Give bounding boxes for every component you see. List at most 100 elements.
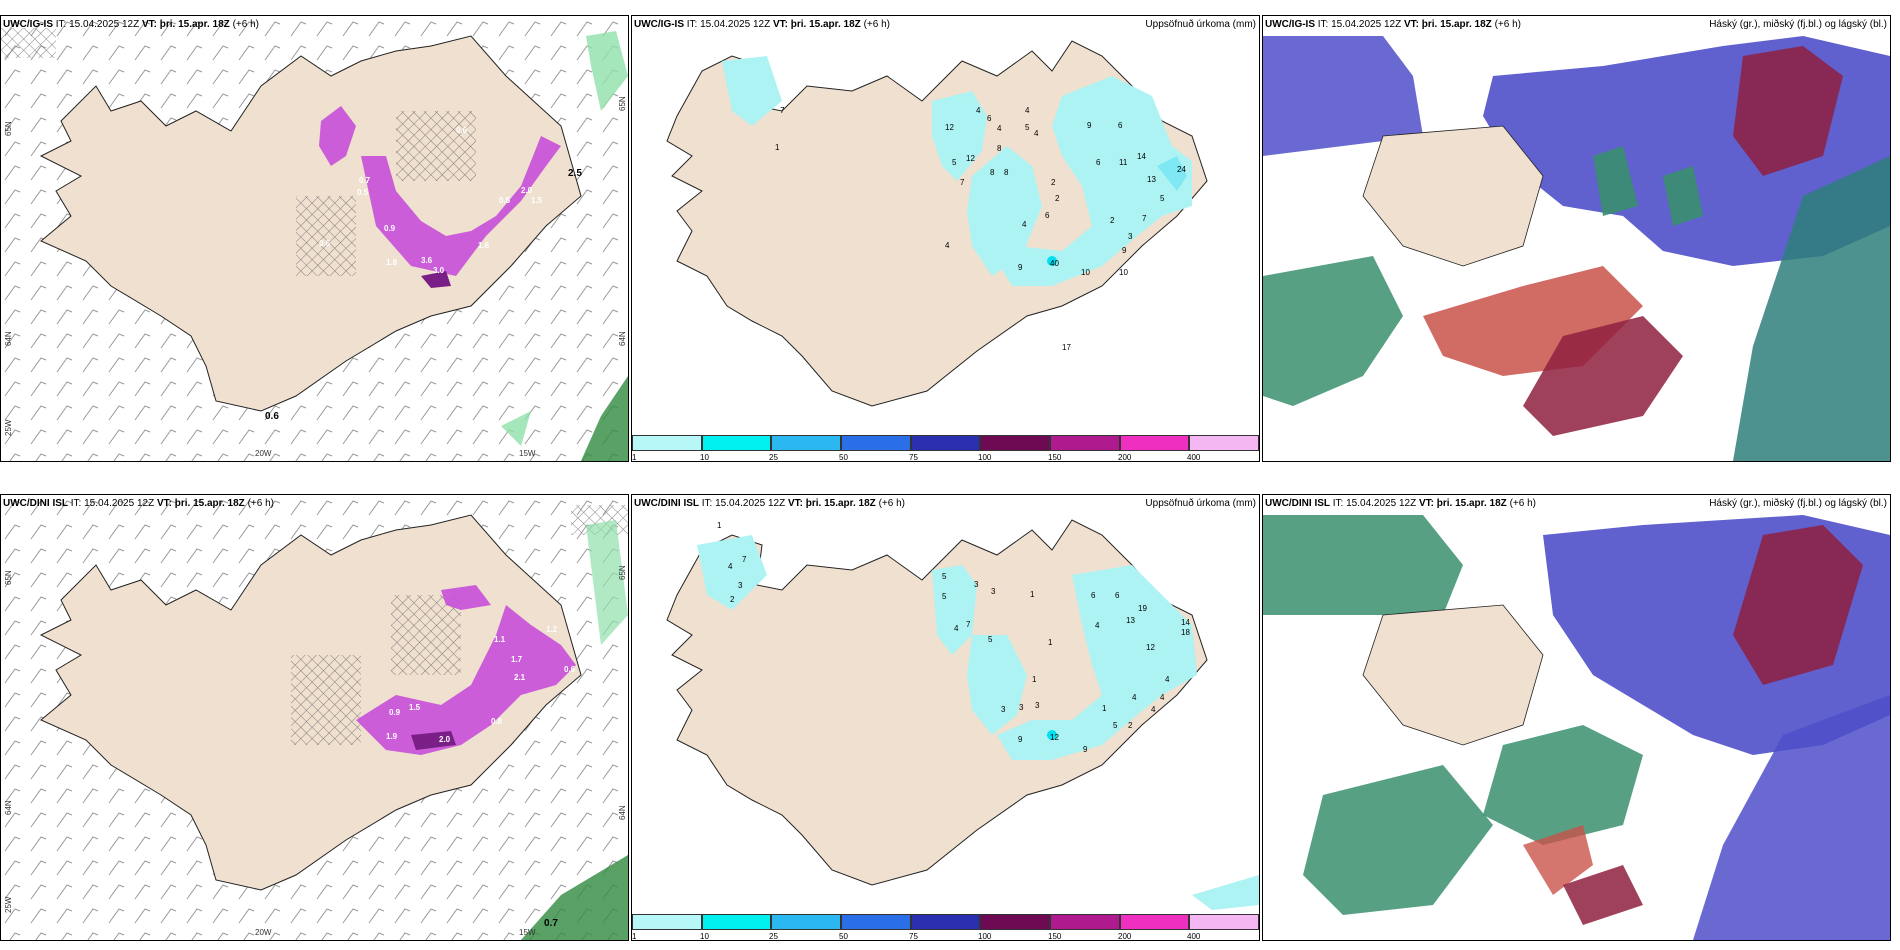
colorbar-segment xyxy=(1119,914,1190,930)
precip-number: 24 xyxy=(1177,165,1186,174)
lat-label-right: 65N xyxy=(618,565,627,580)
precip-number: 6 xyxy=(1045,211,1050,220)
precip-value: 2.0 xyxy=(521,186,533,195)
precip-number: 7 xyxy=(742,555,747,564)
precip-value: 1.5 xyxy=(409,703,421,712)
precip-number: 2 xyxy=(1055,194,1060,203)
panel-title: Háský (gr.), miðský (fj.bl.) og lágský (… xyxy=(1709,498,1887,509)
precip-number: 5 xyxy=(988,635,993,644)
precip-number: 3 xyxy=(991,587,996,596)
map-accum-precip xyxy=(666,519,1259,910)
colorbar-labels: 1 10 25 50 75 100 150 200 400 xyxy=(632,932,1259,940)
lat-label: 64N xyxy=(4,331,13,346)
precip-value: 1.8 xyxy=(386,258,398,267)
precip-number: 5 xyxy=(942,592,947,601)
precip-number: 14 xyxy=(1137,152,1146,161)
panel-header: UWC/IG-IS IT: 15.04.2025 12Z VT: þri. 15… xyxy=(1265,19,1521,30)
precip-number: 2 xyxy=(1110,216,1115,225)
precip-number: 13 xyxy=(1126,616,1135,625)
precip-number: 1 xyxy=(1102,704,1107,713)
colorbar xyxy=(632,435,1259,451)
panel-bottom-left-wind-precip: UWC/DINI ISL IT: 15.04.2025 12Z VT: þri.… xyxy=(0,494,629,941)
precip-value: 1.5 xyxy=(531,196,543,205)
precip-number: 4 xyxy=(1151,705,1156,714)
precip-number: 5 xyxy=(1113,721,1118,730)
map-accum-precip xyxy=(666,40,1208,407)
lon-label: 15W xyxy=(519,928,536,937)
panel-header: UWC/IG-IS IT: 15.04.2025 12Z VT: þri. 15… xyxy=(3,19,259,30)
precip-number: 4 xyxy=(954,624,959,633)
precip-number: 4 xyxy=(1165,675,1170,684)
precip-number: 17 xyxy=(1062,343,1071,352)
precip-value: 0.6 xyxy=(564,665,576,674)
precip-number: 2 xyxy=(1051,178,1056,187)
max-label: 0.6 xyxy=(265,411,279,422)
precip-number: 9 xyxy=(1083,745,1088,754)
precip-number: 7 xyxy=(780,106,785,115)
precip-number: 3 xyxy=(1128,232,1133,241)
colorbar-tick: 50 xyxy=(839,932,848,941)
precip-number: 5 xyxy=(1160,194,1165,203)
colorbar-tick: 75 xyxy=(909,453,918,462)
colorbar-segment xyxy=(701,435,772,451)
precip-number: 18 xyxy=(1181,628,1190,637)
colorbar-segment xyxy=(1050,435,1120,451)
lat-label: 64N xyxy=(4,800,13,815)
precip-value: 1.1 xyxy=(494,635,506,644)
map-wind-precip xyxy=(1,16,628,461)
precip-value: 0.9 xyxy=(389,708,401,717)
precip-magenta-area xyxy=(356,605,576,755)
colorbar-segment xyxy=(980,435,1051,451)
precip-number: 13 xyxy=(1147,175,1156,184)
colorbar-tick: 200 xyxy=(1118,932,1132,941)
colorbar-tick: 25 xyxy=(769,932,778,941)
precip-number: 14 xyxy=(1181,618,1190,627)
precip-value: 0.5 xyxy=(357,188,369,197)
precip-number: 12 xyxy=(945,123,954,132)
colorbar-segment xyxy=(1119,435,1190,451)
precip-number: 6 xyxy=(1096,158,1101,167)
colorbar-segment xyxy=(910,914,981,930)
precip-value: 0.6 xyxy=(456,126,468,135)
colorbar-tick: 1 xyxy=(632,453,637,462)
colorbar-tick: 1 xyxy=(632,932,637,941)
precip-number: 4 xyxy=(1160,693,1165,702)
colorbar xyxy=(632,914,1259,930)
colorbar-segment xyxy=(632,914,702,930)
colorbar-tick: 400 xyxy=(1187,453,1201,462)
colorbar-tick: 100 xyxy=(978,932,992,941)
precip-value: 0.9 xyxy=(384,224,396,233)
lat-label-right: 64N xyxy=(618,331,627,346)
precip-number: 40 xyxy=(1050,259,1059,268)
precip-value: 1.9 xyxy=(386,732,398,741)
precip-number: 12 xyxy=(1050,733,1059,742)
precip-value: 1.2 xyxy=(546,625,558,634)
precip-number: 5 xyxy=(1025,123,1030,132)
precip-number: 4 xyxy=(1025,106,1030,115)
precip-value: 3.6 xyxy=(421,256,433,265)
precip-number: 8 xyxy=(1004,168,1009,177)
colorbar-segment xyxy=(701,914,772,930)
precip-number: 4 xyxy=(1132,693,1137,702)
colorbar-tick: 150 xyxy=(1048,932,1062,941)
precip-number: 3 xyxy=(974,580,979,589)
colorbar-segment xyxy=(841,435,911,451)
precip-number: 4 xyxy=(1095,621,1100,630)
colorbar-segment xyxy=(1189,914,1259,930)
precip-number: 4 xyxy=(945,241,950,250)
colorbar-segment xyxy=(632,435,702,451)
precip-number: 11 xyxy=(1119,158,1128,167)
precip-number: 2 xyxy=(1128,721,1133,730)
panel-top-mid-accum-precip: UWC/IG-IS IT: 15.04.2025 12Z VT: þri. 15… xyxy=(631,15,1260,462)
colorbar-tick: 10 xyxy=(700,932,709,941)
precip-number: 3 xyxy=(1001,705,1006,714)
panel-bottom-mid-accum-precip: UWC/DINI ISL IT: 15.04.2025 12Z VT: þri.… xyxy=(631,494,1260,941)
precip-value: 2.5 xyxy=(568,168,582,179)
panel-title: Háský (gr.), miðský (fj.bl.) og lágský (… xyxy=(1709,19,1887,30)
precip-number: 3 xyxy=(738,581,743,590)
lat-label: 65N xyxy=(4,570,13,585)
precip-number: 19 xyxy=(1138,604,1147,613)
panel-header: UWC/DINI ISL IT: 15.04.2025 12Z VT: þri.… xyxy=(1265,498,1536,509)
colorbar-tick: 200 xyxy=(1118,453,1132,462)
lat-label-right: 64N xyxy=(618,805,627,820)
